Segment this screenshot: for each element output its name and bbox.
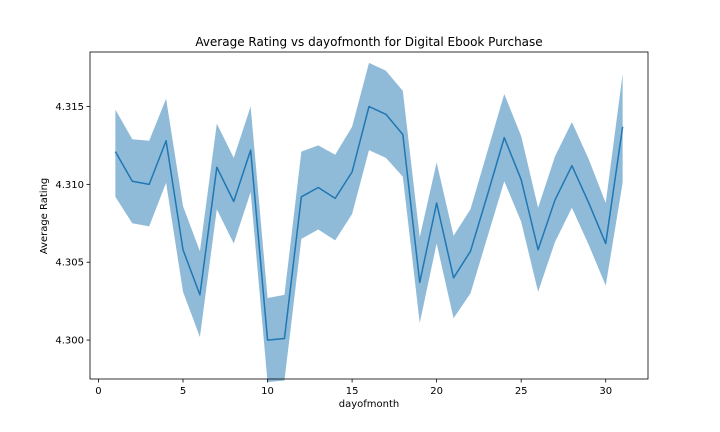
y-axis-label: Average Rating — [39, 178, 50, 254]
data-point — [605, 242, 607, 244]
chart-title: Average Rating vs dayofmonth for Digital… — [195, 35, 542, 49]
x-axis-label: dayofmonth — [339, 399, 400, 410]
data-point — [165, 140, 167, 142]
x-tick-label: 15 — [346, 386, 359, 397]
axes: 0 5 10 15 20 25 30 4.300 4.305 4.310 4.315 — [55, 51, 649, 397]
plot-frame — [89, 51, 649, 380]
x-tick-label: 10 — [261, 386, 274, 397]
data-point — [520, 178, 522, 180]
data-point — [233, 200, 235, 202]
data-point — [385, 113, 387, 115]
data-point — [588, 202, 590, 204]
data-point — [148, 183, 150, 185]
y-tick-label: 4.315 — [55, 102, 84, 113]
data-point — [199, 294, 201, 296]
y-tick-label: 4.305 — [55, 258, 84, 269]
data-point — [368, 105, 370, 107]
x-tick-label: 25 — [515, 386, 528, 397]
x-tick-label: 30 — [599, 386, 612, 397]
data-point — [249, 149, 251, 151]
data-point — [503, 136, 505, 138]
plot-area — [114, 62, 624, 383]
data-point — [283, 337, 285, 339]
data-point — [419, 281, 421, 283]
data-point — [554, 199, 556, 201]
data-point — [317, 186, 319, 188]
data-point — [266, 339, 268, 341]
data-point — [351, 171, 353, 173]
data-point — [469, 250, 471, 252]
data-point — [571, 164, 573, 166]
x-tick-label: 5 — [180, 386, 186, 397]
x-tick-label: 20 — [430, 386, 443, 397]
data-point — [486, 194, 488, 196]
data-point — [131, 180, 133, 182]
series-line-0 — [114, 105, 624, 341]
data-point — [537, 249, 539, 251]
data-point — [334, 197, 336, 199]
data-point — [216, 166, 218, 168]
y-tick-label: 4.300 — [55, 336, 84, 347]
data-point — [621, 126, 623, 128]
x-tick-label: 0 — [95, 386, 101, 397]
data-point — [435, 202, 437, 204]
data-point — [182, 249, 184, 251]
data-point — [452, 277, 454, 279]
data-point — [402, 133, 404, 135]
y-tick-label: 4.310 — [55, 180, 84, 191]
confidence-band-0 — [115, 62, 623, 383]
data-point — [300, 196, 302, 198]
data-point — [114, 150, 116, 152]
